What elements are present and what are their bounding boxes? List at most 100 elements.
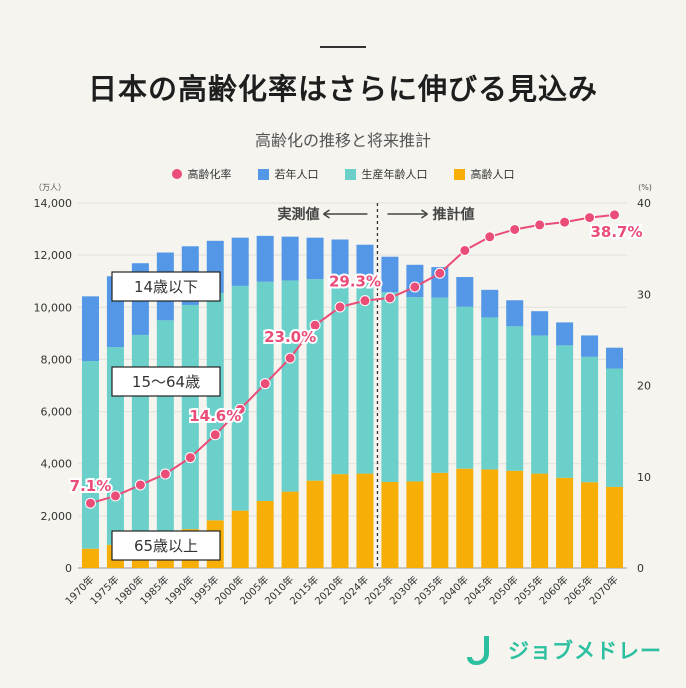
bar-working — [356, 281, 374, 474]
estimate-label: 推計値 — [432, 206, 474, 223]
bar-working — [531, 335, 549, 474]
bar-working — [406, 297, 424, 482]
rate-point — [509, 223, 521, 235]
bar-elderly — [506, 470, 524, 568]
bar-young — [331, 239, 349, 279]
age-annotation-label: 14歳以下 — [134, 278, 198, 296]
bar-working — [606, 368, 624, 487]
bar-elderly — [581, 482, 599, 568]
bar-working — [556, 345, 574, 478]
left-tick-label: 10,000 — [34, 301, 73, 314]
bar-young — [481, 289, 499, 318]
bar-working — [581, 356, 599, 483]
bar-working — [81, 360, 99, 549]
bar-working — [281, 280, 299, 492]
bar-young — [356, 244, 374, 282]
left-tick-label: 12,000 — [34, 249, 73, 262]
rate-point — [559, 216, 571, 228]
right-tick-label: 30 — [637, 288, 651, 301]
left-tick-label: 14,000 — [34, 197, 73, 210]
young-swatch — [257, 168, 269, 180]
legend-item-rate: 高齢化率 — [171, 166, 232, 182]
rate-data-label: 23.0% — [264, 328, 316, 346]
left-tick-label: 6,000 — [41, 406, 73, 419]
bar-elderly — [456, 468, 474, 568]
legend-label-rate: 高齢化率 — [187, 168, 232, 181]
rate-point — [309, 319, 321, 331]
left-tick-label: 4,000 — [41, 458, 73, 471]
bar-young — [256, 235, 274, 282]
rate-point — [334, 301, 346, 313]
rate-point — [234, 403, 246, 415]
elderly-swatch — [453, 168, 465, 180]
rate-data-label: 14.6% — [189, 407, 241, 425]
rate-point — [384, 292, 396, 304]
brand-j-icon — [467, 636, 489, 665]
rate-point — [359, 295, 371, 307]
rate-point — [434, 267, 446, 279]
bar-young — [606, 347, 624, 369]
bar-young — [581, 335, 599, 357]
bar-working — [231, 285, 249, 511]
bar-working — [431, 297, 449, 473]
right-tick-label: 10 — [637, 471, 651, 484]
age-annotation-label: 15～64歳 — [132, 373, 200, 391]
rate-data-label: 29.3% — [329, 273, 381, 291]
bar-elderly — [81, 548, 99, 568]
rate-point — [584, 212, 596, 224]
left-axis-unit: （万人） — [34, 183, 66, 192]
bar-working — [156, 320, 174, 536]
rate-point — [609, 209, 621, 221]
brand-logo: ジョブメドレー — [464, 633, 662, 667]
rate-point — [109, 490, 121, 502]
age-annotation-box — [111, 530, 221, 561]
estimate-arrow — [387, 209, 428, 219]
bar-working — [481, 317, 499, 470]
rate-point — [84, 497, 96, 509]
bar-young — [531, 311, 549, 336]
age-annotation-box — [111, 366, 221, 397]
rate-line — [90, 213, 615, 505]
measured-label: 実測値 — [277, 206, 319, 223]
bar-working — [506, 326, 524, 471]
legend-item-working: 生産年齢人口 — [344, 166, 428, 182]
right-tick-label: 40 — [637, 197, 651, 210]
bar-elderly — [431, 472, 449, 568]
bar-working — [131, 334, 149, 541]
rate-swatch — [171, 169, 182, 179]
legend-item-elderly: 高齢人口 — [453, 166, 515, 182]
bar-young — [556, 322, 574, 346]
rate-point — [209, 429, 221, 441]
bar-working — [331, 278, 349, 475]
bar-elderly — [356, 473, 374, 568]
left-tick-label: 8,000 — [41, 353, 73, 366]
top-rule — [320, 46, 366, 48]
right-axis-unit: (%) — [638, 183, 652, 192]
rate-point — [284, 352, 296, 364]
rate-point — [484, 231, 496, 243]
bar-elderly — [281, 491, 299, 568]
bar-elderly — [606, 486, 624, 568]
bar-young — [281, 236, 299, 281]
right-tick-label: 0 — [637, 562, 644, 575]
bar-young — [381, 256, 399, 293]
working-swatch — [344, 168, 356, 180]
measured-arrow — [323, 209, 368, 219]
right-tick-label: 20 — [637, 380, 651, 393]
rate-point — [184, 452, 196, 464]
bar-elderly — [406, 481, 424, 568]
bar-working — [456, 306, 474, 469]
page-title: 日本の高齢化率はさらに伸びる見込み — [87, 72, 598, 106]
age-annotation-box — [111, 271, 221, 302]
brand-name: ジョブメドレー — [508, 639, 662, 663]
bar-elderly — [481, 469, 499, 568]
bar-elderly — [231, 510, 249, 568]
bar-young — [506, 300, 524, 327]
rate-data-label: 38.7% — [590, 223, 642, 241]
rate-data-label: 7.1% — [70, 477, 112, 495]
bar-working — [206, 292, 224, 521]
bar-working — [256, 281, 274, 501]
bar-elderly — [256, 500, 274, 568]
